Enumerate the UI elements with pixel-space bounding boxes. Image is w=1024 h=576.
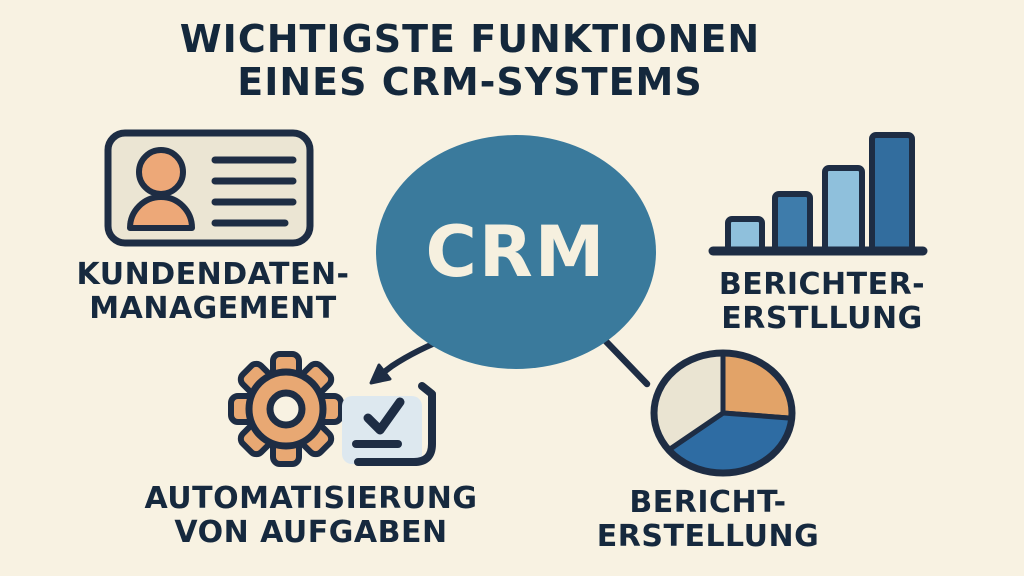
label-line: ERSTLLUNG bbox=[721, 300, 923, 336]
label-berichterstellung-balken: BERICHTER- ERSTLLUNG bbox=[642, 268, 1002, 336]
page-title: WICHTIGSTE FUNKTIONEN EINES CRM-SYSTEMS bbox=[170, 18, 770, 103]
contact-card-icon bbox=[104, 129, 314, 247]
pie-rim bbox=[650, 349, 796, 477]
crm-hub-ellipse: CRM bbox=[376, 135, 656, 369]
person-head bbox=[136, 147, 186, 197]
label-line: ERSTELLUNG bbox=[596, 518, 820, 554]
label-line: VON AUFGABEN bbox=[174, 514, 448, 550]
card-text-lines bbox=[211, 156, 297, 227]
gear-center-hole bbox=[266, 389, 306, 429]
gear-icon bbox=[228, 351, 344, 467]
checkmark bbox=[363, 397, 405, 435]
label-line: BERICHTER- bbox=[718, 267, 926, 302]
checkmark-document-icon bbox=[342, 382, 436, 466]
bar-chart-icon bbox=[708, 132, 928, 256]
label-line: MANAGEMENT bbox=[89, 290, 337, 326]
person-shoulders bbox=[127, 194, 195, 231]
label-kundendaten-management: KUNDENDATEN- MANAGEMENT bbox=[33, 258, 393, 326]
document-outline bbox=[354, 382, 436, 466]
crm-hub-label: CRM bbox=[425, 211, 607, 293]
label-automatisierung-von-aufgaben: AUTOMATISIERUNG VON AUFGABEN bbox=[131, 482, 491, 550]
label-line: AUTOMATISIERUNG bbox=[144, 481, 478, 516]
label-line: KUNDENDATEN- bbox=[76, 257, 350, 292]
page-title-line2: EINES CRM-SYSTEMS bbox=[237, 59, 703, 104]
label-berichterstellung-kreis: BERICHT- ERSTELLUNG bbox=[528, 486, 888, 554]
pie-chart-icon bbox=[650, 349, 796, 477]
page-title-line1: WICHTIGSTE FUNKTIONEN bbox=[179, 17, 761, 61]
label-line: BERICHT- bbox=[629, 485, 787, 520]
